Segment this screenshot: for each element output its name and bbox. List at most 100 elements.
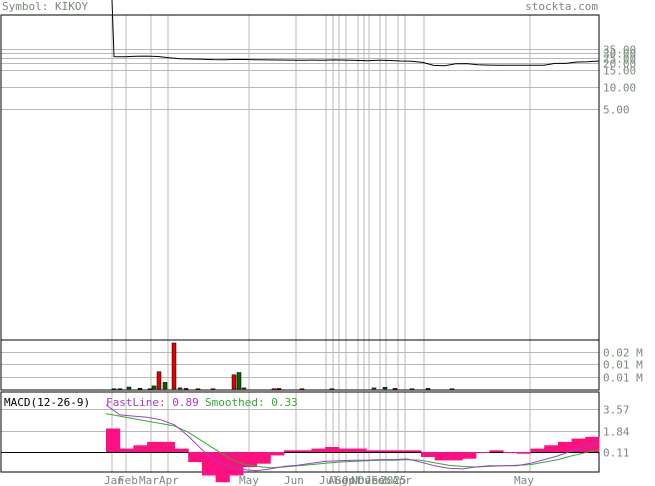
macd-fast-line — [105, 404, 600, 472]
macd-histogram-bar — [557, 441, 573, 452]
macd-histogram-bar — [147, 441, 162, 452]
macd-smoothed-legend: Smoothed: 0.33 — [205, 396, 298, 409]
macd-histogram-bar — [174, 448, 189, 452]
macd-histogram-bar — [366, 450, 381, 452]
macd-histogram-bar — [544, 445, 559, 452]
macd-histogram-bar — [256, 452, 271, 464]
macd-histogram-bar — [270, 452, 285, 456]
x-tick-label: Sep — [335, 474, 355, 486]
macd-histogram-bar — [503, 452, 518, 453]
macd-histogram-bar — [379, 450, 395, 452]
volume-bar — [117, 388, 123, 390]
site-label: stockta.com — [525, 0, 598, 13]
x-tick-label: Feb — [371, 474, 391, 486]
x-tick-label: May — [239, 474, 259, 486]
macd-histogram-bar — [284, 450, 299, 452]
volume-bar — [276, 388, 282, 390]
volume-bar — [392, 388, 398, 390]
price-tick-label: 15.00 — [603, 65, 636, 78]
volume-bar — [183, 388, 189, 390]
volume-bar — [236, 372, 242, 390]
macd-smoothed-line — [105, 413, 600, 469]
volume-panel: 0.02 M0.01 M0.01 M — [0, 339, 643, 391]
volume-bar — [371, 387, 377, 390]
price-tick-label: 20.00 — [603, 58, 636, 71]
symbol-label: Symbol: KIKOY — [2, 0, 88, 13]
macd-histogram-bar — [215, 452, 230, 483]
volume-bar — [151, 385, 157, 390]
price-tick-label: 5.00 — [603, 104, 630, 117]
volume-bar — [271, 388, 277, 390]
volume-bar — [382, 387, 388, 390]
macd-histogram-bar — [338, 448, 353, 452]
volume-frame — [0, 339, 600, 391]
volume-bar — [171, 342, 177, 390]
x-tick-label: Feb — [118, 474, 138, 486]
x-tick-label: 2025 — [380, 474, 407, 486]
x-tick-label: Jul — [319, 474, 339, 486]
x-tick-label: Nov — [351, 474, 371, 486]
volume-bar — [126, 386, 132, 390]
macd-fastline-legend: FastLine: 0.89 — [106, 396, 199, 409]
volume-bar — [299, 388, 305, 390]
macd-title: MACD(12-26-9) — [4, 396, 90, 409]
x-tick-label: Dec — [358, 474, 378, 486]
macd-histogram-bar — [434, 452, 449, 461]
x-tick-label: Apr — [392, 474, 412, 486]
macd-histogram-bar — [448, 452, 463, 461]
volume-bar — [409, 388, 415, 390]
x-tick-label: Oct — [342, 474, 362, 486]
volume-bar — [177, 387, 183, 390]
x-tick-label: May — [514, 474, 534, 486]
macd-histogram-bar — [393, 450, 408, 452]
volume-bar — [329, 388, 335, 390]
volume-tick-label: 0.02 M — [603, 347, 643, 360]
volume-bar — [241, 387, 247, 390]
volume-bar — [195, 388, 201, 390]
x-tick-label: Mar — [139, 474, 159, 486]
macd-histogram-bar — [133, 445, 148, 452]
volume-bar — [137, 387, 143, 390]
macd-histogram-bar — [119, 448, 134, 452]
volume-tick-label: 0.01 M — [603, 372, 643, 385]
macd-histogram-bar — [571, 438, 586, 452]
macd-histogram-bar — [229, 452, 244, 476]
volume-tick-label: 0.01 M — [603, 359, 643, 372]
macd-frame — [0, 391, 600, 473]
volume-bar — [231, 374, 237, 390]
macd-histogram-bar — [421, 452, 436, 457]
volume-bar — [162, 382, 168, 390]
macd-histogram-bar — [160, 441, 175, 452]
volume-bar — [111, 388, 117, 390]
macd-histogram-bar — [325, 447, 340, 452]
price-tick-label: 10.00 — [603, 82, 636, 95]
macd-histogram-bar — [297, 450, 312, 452]
macd-tick-label: 0.11 — [603, 447, 630, 460]
volume-bar — [425, 388, 431, 390]
price-line — [111, 0, 600, 67]
macd-histogram-bar — [475, 452, 490, 453]
macd-histogram-bar — [516, 452, 531, 454]
macd-histogram-bar — [188, 452, 203, 463]
volume-bar — [210, 388, 216, 390]
price-tick-label: 35.00 — [603, 44, 636, 57]
macd-histogram-bar — [352, 448, 367, 452]
x-tick-label: Jun — [284, 474, 304, 486]
macd-histogram-bar — [530, 448, 545, 452]
macd-histogram-bar — [242, 452, 258, 468]
volume-bar — [147, 388, 153, 390]
macd-histogram-bar — [407, 450, 422, 452]
price-tick-label: 25.00 — [603, 53, 636, 66]
volume-bar — [156, 371, 162, 390]
x-tick-label: Apr — [159, 474, 179, 486]
macd-panel: 3.57 1.84 0.11 MACD(12-26-9) FastLine: 0.89 S… — [0, 391, 630, 483]
macd-histogram-bar — [462, 452, 477, 459]
x-tick-label: Aug — [328, 474, 348, 486]
price-tick-label: 30.00 — [603, 48, 636, 61]
volume-bar — [449, 388, 455, 390]
macd-histogram-bar — [106, 428, 121, 452]
x-tick-label: Jan — [104, 474, 124, 486]
